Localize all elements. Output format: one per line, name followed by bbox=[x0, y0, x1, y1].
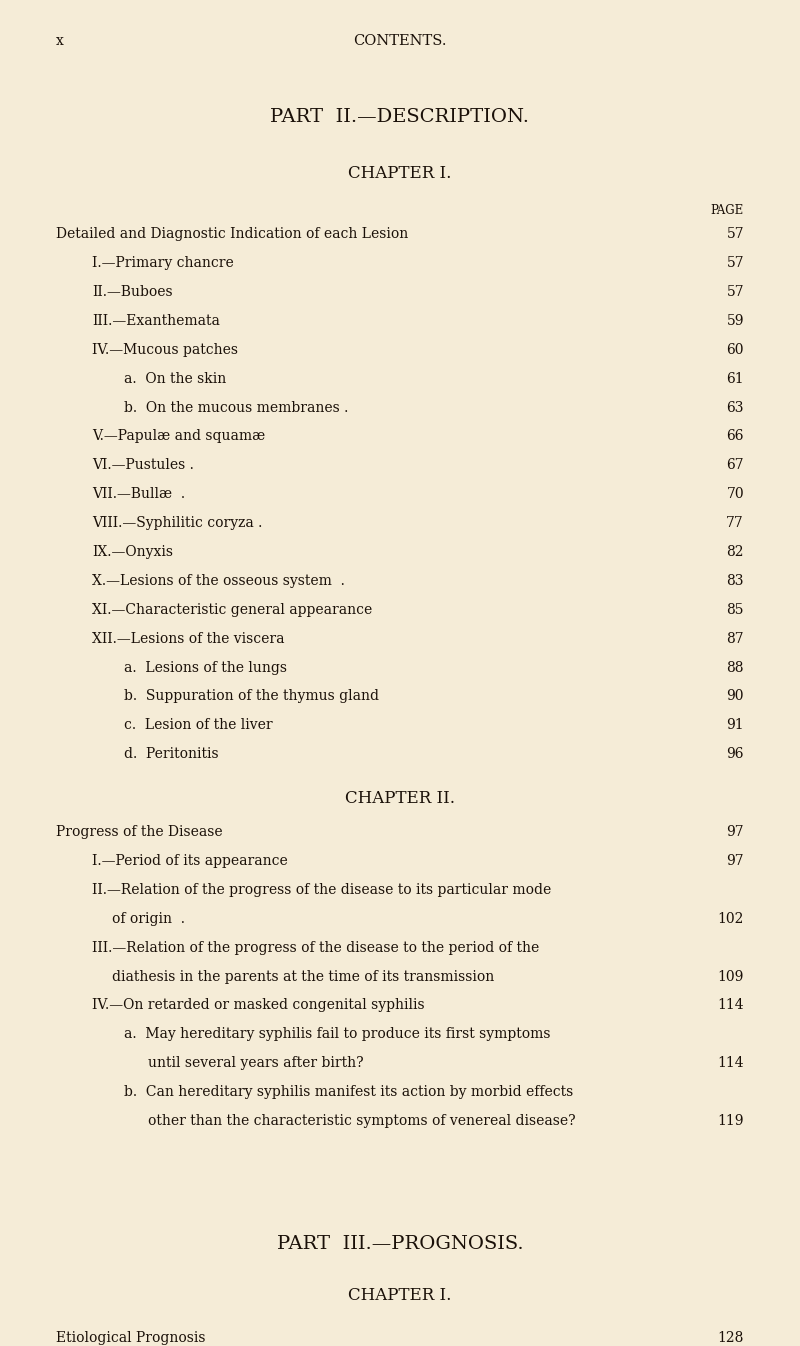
Text: a.  Lesions of the lungs: a. Lesions of the lungs bbox=[124, 661, 287, 674]
Text: 88: 88 bbox=[726, 661, 744, 674]
Text: XII.—Lesions of the viscera: XII.—Lesions of the viscera bbox=[92, 631, 285, 646]
Text: CONTENTS.: CONTENTS. bbox=[354, 34, 446, 48]
Text: VI.—Pustules .: VI.—Pustules . bbox=[92, 459, 194, 472]
Text: 90: 90 bbox=[726, 689, 744, 704]
Text: 109: 109 bbox=[718, 969, 744, 984]
Text: a.  May hereditary syphilis fail to produce its first symptoms: a. May hereditary syphilis fail to produ… bbox=[124, 1027, 550, 1042]
Text: II.—Buboes: II.—Buboes bbox=[92, 285, 173, 299]
Text: 87: 87 bbox=[726, 631, 744, 646]
Text: 114: 114 bbox=[718, 1057, 744, 1070]
Text: 83: 83 bbox=[726, 573, 744, 588]
Text: 82: 82 bbox=[726, 545, 744, 559]
Text: until several years after birth?: until several years after birth? bbox=[148, 1057, 364, 1070]
Text: 57: 57 bbox=[726, 256, 744, 271]
Text: 96: 96 bbox=[726, 747, 744, 762]
Text: of origin  .: of origin . bbox=[112, 911, 185, 926]
Text: IX.—Onyxis: IX.—Onyxis bbox=[92, 545, 173, 559]
Text: PART  II.—DESCRIPTION.: PART II.—DESCRIPTION. bbox=[270, 108, 530, 127]
Text: d.  Peritonitis: d. Peritonitis bbox=[124, 747, 218, 762]
Text: c.  Lesion of the liver: c. Lesion of the liver bbox=[124, 719, 273, 732]
Text: PART  III.—PROGNOSIS.: PART III.—PROGNOSIS. bbox=[277, 1236, 523, 1253]
Text: diathesis in the parents at the time of its transmission: diathesis in the parents at the time of … bbox=[112, 969, 494, 984]
Text: CHAPTER I.: CHAPTER I. bbox=[348, 166, 452, 182]
Text: 85: 85 bbox=[726, 603, 744, 616]
Text: 119: 119 bbox=[718, 1114, 744, 1128]
Text: II.—Relation of the progress of the disease to its particular mode: II.—Relation of the progress of the dise… bbox=[92, 883, 551, 896]
Text: 97: 97 bbox=[726, 825, 744, 839]
Text: 59: 59 bbox=[726, 314, 744, 328]
Text: b.  On the mucous membranes .: b. On the mucous membranes . bbox=[124, 401, 348, 415]
Text: PAGE: PAGE bbox=[710, 205, 744, 217]
Text: 60: 60 bbox=[726, 343, 744, 357]
Text: 77: 77 bbox=[726, 516, 744, 530]
Text: 97: 97 bbox=[726, 853, 744, 868]
Text: x: x bbox=[56, 34, 64, 48]
Text: X.—Lesions of the osseous system  .: X.—Lesions of the osseous system . bbox=[92, 573, 345, 588]
Text: 57: 57 bbox=[726, 227, 744, 241]
Text: III.—Exanthemata: III.—Exanthemata bbox=[92, 314, 220, 328]
Text: 57: 57 bbox=[726, 285, 744, 299]
Text: 70: 70 bbox=[726, 487, 744, 501]
Text: b.  Can hereditary syphilis manifest its action by morbid effects: b. Can hereditary syphilis manifest its … bbox=[124, 1085, 574, 1100]
Text: Etiological Prognosis: Etiological Prognosis bbox=[56, 1331, 206, 1345]
Text: IV.—Mucous patches: IV.—Mucous patches bbox=[92, 343, 238, 357]
Text: Detailed and Diagnostic Indication of each Lesion: Detailed and Diagnostic Indication of ea… bbox=[56, 227, 408, 241]
Text: CHAPTER II.: CHAPTER II. bbox=[345, 790, 455, 808]
Text: 91: 91 bbox=[726, 719, 744, 732]
Text: 67: 67 bbox=[726, 459, 744, 472]
Text: a.  On the skin: a. On the skin bbox=[124, 371, 226, 386]
Text: XI.—Characteristic general appearance: XI.—Characteristic general appearance bbox=[92, 603, 372, 616]
Text: 128: 128 bbox=[718, 1331, 744, 1345]
Text: I.—Period of its appearance: I.—Period of its appearance bbox=[92, 853, 288, 868]
Text: VIII.—Syphilitic coryza .: VIII.—Syphilitic coryza . bbox=[92, 516, 262, 530]
Text: IV.—On retarded or masked congenital syphilis: IV.—On retarded or masked congenital syp… bbox=[92, 999, 425, 1012]
Text: I.—Primary chancre: I.—Primary chancre bbox=[92, 256, 234, 271]
Text: VII.—Bullæ  .: VII.—Bullæ . bbox=[92, 487, 185, 501]
Text: III.—Relation of the progress of the disease to the period of the: III.—Relation of the progress of the dis… bbox=[92, 941, 539, 954]
Text: 63: 63 bbox=[726, 401, 744, 415]
Text: 61: 61 bbox=[726, 371, 744, 386]
Text: 102: 102 bbox=[718, 911, 744, 926]
Text: 114: 114 bbox=[718, 999, 744, 1012]
Text: 66: 66 bbox=[726, 429, 744, 443]
Text: CHAPTER I.: CHAPTER I. bbox=[348, 1287, 452, 1304]
Text: b.  Suppuration of the thymus gland: b. Suppuration of the thymus gland bbox=[124, 689, 379, 704]
Text: V.—Papulæ and squamæ: V.—Papulæ and squamæ bbox=[92, 429, 266, 443]
Text: Progress of the Disease: Progress of the Disease bbox=[56, 825, 222, 839]
Text: other than the characteristic symptoms of venereal disease?: other than the characteristic symptoms o… bbox=[148, 1114, 576, 1128]
